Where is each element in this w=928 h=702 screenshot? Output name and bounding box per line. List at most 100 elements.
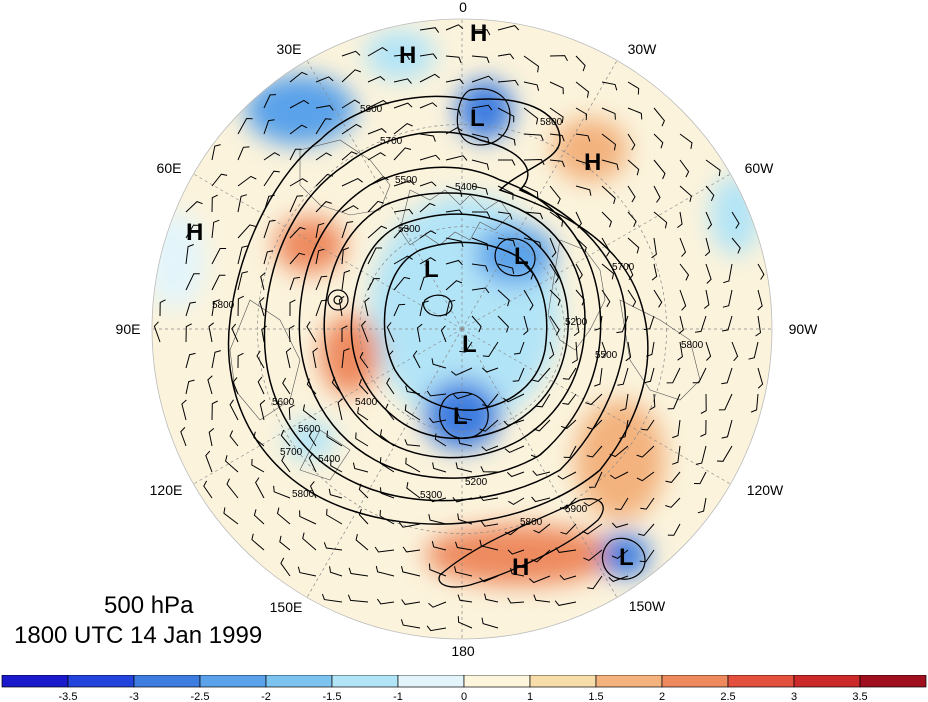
wind-barb xyxy=(180,427,187,447)
colorbar-box xyxy=(727,675,795,688)
wind-barb xyxy=(692,367,707,384)
wind-barb xyxy=(159,299,166,317)
wind-barb xyxy=(507,597,525,604)
wind-barb xyxy=(497,25,520,31)
wind-barb xyxy=(678,315,684,335)
wind-barb xyxy=(419,202,436,213)
high-label: H xyxy=(399,42,416,69)
colorbar-tick-label: 3 xyxy=(791,691,797,702)
wind-barb xyxy=(428,601,447,608)
wind-barb xyxy=(263,194,275,213)
wind-barb xyxy=(211,194,218,213)
wind-barb xyxy=(653,133,664,149)
wind-barb xyxy=(523,185,539,198)
wind-barb xyxy=(367,128,387,135)
wind-barb xyxy=(653,159,666,180)
colorbar-tick-label: -2.5 xyxy=(191,691,210,702)
wind-barb xyxy=(450,367,473,376)
meridian-line xyxy=(461,60,618,330)
wind-barb xyxy=(471,315,482,333)
wind-barb xyxy=(504,523,525,536)
wind-barb xyxy=(506,471,525,478)
wind-barb xyxy=(251,533,265,551)
wind-barb xyxy=(308,453,317,473)
wind-barb xyxy=(594,315,603,331)
wind-barb xyxy=(601,263,615,280)
wind-barb xyxy=(211,400,218,421)
wind-barb xyxy=(357,407,369,421)
wind-barb xyxy=(229,399,239,421)
wind-barb xyxy=(379,457,395,473)
wind-barb xyxy=(679,237,687,257)
contour-label: 5800 xyxy=(520,517,543,528)
wind-barb xyxy=(341,69,361,83)
meridian-line xyxy=(306,60,463,330)
wind-barb xyxy=(627,159,640,176)
wind-barb xyxy=(471,29,491,36)
wind-barb xyxy=(640,497,655,510)
wind-barb xyxy=(651,263,658,281)
wind-barb xyxy=(627,81,640,95)
coastlines xyxy=(229,139,701,481)
wind-barb xyxy=(393,147,412,161)
wind-barb xyxy=(445,280,463,291)
wind-barb xyxy=(665,471,681,483)
wind-barb xyxy=(289,148,302,161)
wind-barb xyxy=(503,393,525,403)
contour-label: 5700 xyxy=(612,262,635,273)
colorbar-tick-label: -1 xyxy=(393,691,403,702)
wind-barb xyxy=(497,263,515,275)
wind-barb xyxy=(627,211,637,227)
wind-barb xyxy=(601,107,616,120)
wind-barb xyxy=(523,133,544,141)
wind-barb xyxy=(326,508,343,525)
wind-barb xyxy=(528,575,551,584)
wind-barb xyxy=(419,73,440,83)
wind-barb xyxy=(583,497,603,507)
wind-barb xyxy=(398,522,421,528)
valid-time-label: 1800 UTC 14 Jan 1999 xyxy=(14,622,263,649)
colorbar-box xyxy=(859,675,927,688)
wind-barb xyxy=(400,619,421,629)
anomaly-positive-asia xyxy=(275,217,345,273)
wind-barb xyxy=(256,350,265,369)
wind-barb xyxy=(426,390,447,397)
wind-barb xyxy=(428,514,447,525)
wind-barb xyxy=(504,445,525,453)
wind-barb xyxy=(306,321,317,343)
wind-barb xyxy=(406,482,421,499)
wind-barb xyxy=(549,289,561,306)
wind-barb xyxy=(679,263,690,281)
wind-barb xyxy=(280,429,291,447)
wind-barb xyxy=(457,513,473,525)
wind-barb xyxy=(679,159,690,178)
wind-barb xyxy=(627,107,643,120)
wind-barb xyxy=(263,170,280,187)
wind-barb xyxy=(211,219,220,239)
wind-barb xyxy=(279,535,291,551)
low-label: L xyxy=(619,544,634,571)
wind-barb xyxy=(402,546,421,553)
wind-barb xyxy=(445,299,456,317)
wind-barb xyxy=(328,488,343,499)
wind-barb xyxy=(472,211,491,218)
wind-barb xyxy=(575,55,586,72)
wind-barb xyxy=(533,523,551,534)
wind-barb xyxy=(716,445,733,462)
wind-barb xyxy=(379,487,395,499)
colorbar-box xyxy=(661,675,729,688)
wind-barb xyxy=(352,462,369,473)
wind-barb xyxy=(455,541,473,551)
map-disk xyxy=(152,19,772,639)
wind-barb xyxy=(355,432,369,447)
wind-barb xyxy=(453,393,473,400)
wind-barb xyxy=(434,433,447,447)
contour-label: 5200 xyxy=(565,317,588,328)
wind-barb xyxy=(705,263,712,284)
wind-barb xyxy=(263,119,275,135)
high-label: H xyxy=(186,219,203,246)
wind-barb xyxy=(672,445,681,465)
wind-barb xyxy=(211,144,221,161)
wind-barb xyxy=(480,466,499,473)
wind-barb xyxy=(312,347,319,369)
